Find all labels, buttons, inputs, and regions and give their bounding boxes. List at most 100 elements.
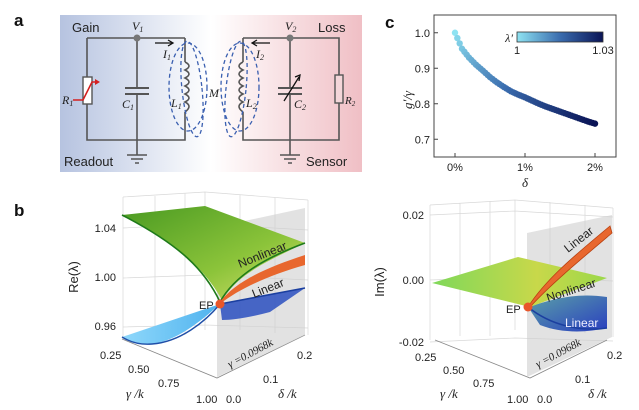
y-axis-label: Im(λ) (372, 267, 387, 297)
exceptional-point-marker (215, 299, 225, 309)
x-tick-label: 2% (587, 162, 603, 174)
x-tick: 0.75 (158, 378, 179, 390)
linear-upper-branch (220, 255, 305, 304)
y-tick-label: 0.8 (415, 99, 430, 111)
panel-label-c: c (385, 13, 394, 32)
y-axis-label: Re(λ) (66, 261, 81, 293)
field-line (220, 42, 260, 132)
scatter-chart: 0.7 0.8 0.9 1.0 0% 1% 2% g′/γ δ λ′ 1 1.03 (400, 14, 617, 190)
l1-label: L1 (170, 96, 182, 111)
linear-lower-edge (219, 287, 306, 305)
y-tick: 1.00 (95, 272, 116, 284)
x-axis-label: δ (522, 175, 529, 190)
x-axis-label: γ /k (440, 386, 458, 401)
colorbar-label: λ′ (504, 31, 513, 45)
lower-edge (121, 303, 221, 345)
gamma-plane (527, 215, 612, 377)
y-tick: 0.02 (403, 210, 424, 222)
capacitor-c2 (278, 87, 302, 95)
z-tick: 0.2 (297, 350, 312, 362)
im-lambda-surface-plot: EP Linear Nonlinear Linear γ =0.0968k 0.… (372, 199, 622, 406)
gain-label: Gain (72, 20, 99, 35)
capacitor-c1 (125, 87, 149, 95)
floor-edges (434, 339, 608, 379)
resistor-r2 (334, 74, 344, 104)
y-tick-label: 0.7 (415, 134, 430, 146)
inductor-l2 (238, 61, 245, 113)
ep-label: EP (199, 300, 214, 312)
z-tick: 0.1 (575, 374, 590, 386)
x-tick: 1.00 (507, 394, 528, 406)
z-tick: 0.0 (537, 394, 552, 406)
y-axis-label: g′/γ (400, 90, 415, 109)
inductor-l1 (183, 61, 190, 113)
node-v1 (133, 34, 141, 42)
z-axis-label: δ /k (588, 386, 607, 401)
exceptional-point-marker (523, 302, 533, 312)
colorbar (516, 31, 604, 43)
lower-surface-left (122, 304, 220, 344)
mutual-inductance-label: M (208, 86, 220, 100)
z-axis-label: δ /k (278, 386, 297, 401)
field-line (168, 42, 208, 132)
field-line (224, 40, 248, 138)
current-i1-arrow-icon (155, 39, 175, 47)
x-tick: 0.50 (128, 364, 149, 376)
z-tick: 0.2 (607, 350, 622, 362)
linear-lower-branch (528, 295, 607, 332)
field-line (180, 40, 204, 138)
re-lambda-surface-plot: EP Nonlinear Linear γ =0.0968k 1.04 1.00… (66, 191, 312, 406)
x-tick-label: 0% (447, 162, 463, 174)
c2-label: C2 (294, 97, 306, 112)
x-axis-label: γ /k (126, 386, 144, 401)
l2-label: L2 (245, 96, 257, 111)
x-tick: 0.75 (473, 378, 494, 390)
colorbar-max: 1.03 (592, 45, 613, 57)
x-tick: 1.00 (196, 394, 217, 406)
linear-upper-branch (527, 225, 613, 308)
c1-label: C1 (122, 97, 134, 112)
y-tick-label: 1.0 (415, 28, 430, 40)
colorbar-min: 1 (514, 45, 520, 57)
y-tick: 0.96 (95, 321, 116, 333)
panel-label-a: a (14, 11, 24, 30)
y-tick: 1.04 (95, 223, 116, 235)
loss-loop-wire (242, 37, 340, 141)
x-tick-label: 1% (517, 162, 533, 174)
z-tick: 0.1 (263, 374, 278, 386)
loss-label: Loss (318, 20, 346, 35)
y-tick: 0.00 (403, 275, 424, 287)
nonlinear-surface (122, 206, 305, 300)
z-tick: 0.0 (226, 394, 241, 406)
sensor-label: Sensor (306, 154, 348, 169)
circuit-diagram: Gain Loss Readout Sensor V1 V2 I1 I2 L1 … (60, 15, 362, 172)
i2-label: I2 (255, 47, 264, 62)
ep-label: EP (506, 304, 521, 316)
i1-label: I1 (162, 47, 171, 62)
linear-lower-label: Linear (565, 316, 598, 330)
r2-label: R2 (344, 95, 356, 108)
linear-lower-edge (527, 306, 608, 330)
data-point (456, 40, 463, 47)
data-point (451, 29, 459, 36)
ground-icon (280, 154, 300, 164)
x-tick: 0.50 (443, 365, 464, 377)
v2-label: V2 (285, 19, 296, 34)
floor-edges (121, 334, 306, 379)
current-i2-arrow-icon (250, 39, 270, 47)
y-tick-label: 0.9 (415, 63, 430, 75)
node-v2 (286, 34, 294, 42)
linear-lower-branch (220, 288, 305, 320)
data-point (591, 120, 599, 127)
variable-capacitor-arrow-icon (283, 73, 301, 102)
r1-label: R1 (61, 93, 73, 108)
x-tick: 0.25 (100, 350, 121, 362)
panel-label-b: b (14, 201, 24, 220)
circuit-background (60, 15, 362, 172)
v1-label: V1 (132, 19, 143, 34)
data-point (454, 34, 461, 42)
arrowhead-icon (95, 79, 100, 85)
ground-icon (127, 154, 147, 164)
y-tick: -0.02 (399, 337, 424, 349)
